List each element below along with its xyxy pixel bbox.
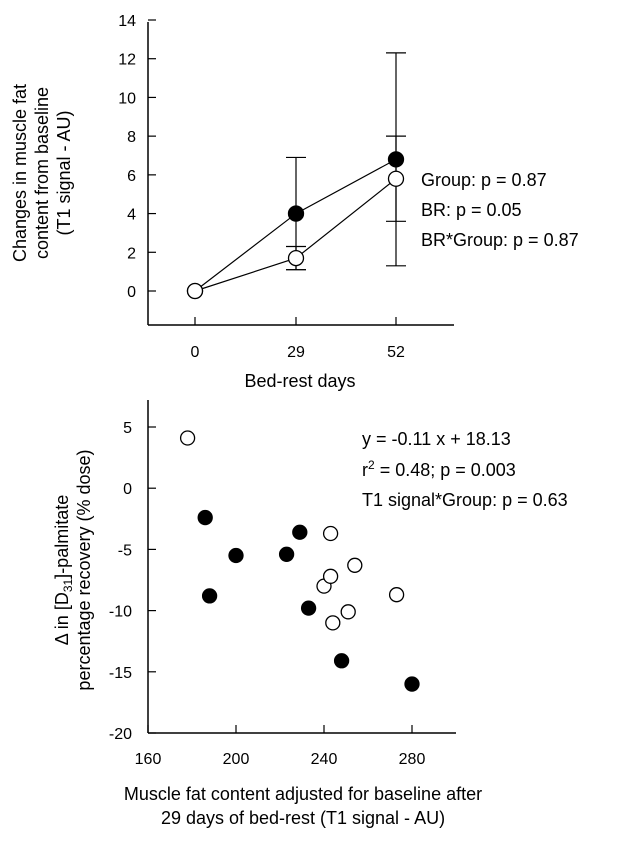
x-axis-label: Bed-rest days (244, 371, 355, 391)
y-tick-label: 0 (127, 284, 136, 301)
y-axis-label: Δ in [D31]-palmitate percentage recovery… (52, 449, 94, 690)
x-tick-label: 280 (399, 751, 426, 768)
x-tick-label: 160 (135, 751, 162, 768)
point-open (322, 525, 339, 542)
x-tick-label: 200 (223, 751, 250, 768)
point-open (179, 430, 196, 446)
y-axis-label-line-1: Δ in [D31]-palmitate (52, 495, 75, 645)
error-bars (286, 52, 406, 271)
y-axis-label-line-2: percentage recovery (% dose) (74, 449, 94, 690)
y-tick-label: -5 (118, 542, 132, 559)
annotation-equation: y = -0.11 x + 18.13 (362, 429, 511, 449)
annotation-interaction: T1 signal*Group: p = 0.63 (362, 490, 568, 510)
y-tick-label: 5 (123, 420, 132, 437)
point-filled (404, 676, 420, 692)
y-tick-label: -10 (109, 604, 132, 621)
annotation-interaction-p: BR*Group: p = 0.87 (421, 230, 579, 250)
x-axis-label-line-1: Muscle fat content adjusted for baseline… (124, 784, 482, 804)
series-markers (186, 151, 405, 300)
scatter-chart: -20 -15 -10 -5 0 5 160 200 240 280 Muscle fat co… (52, 400, 568, 828)
annotation-r2: r2 = 0.48; p = 0.003 (362, 458, 516, 480)
y-axis-label-line-3: (T1 signal - AU) (54, 110, 74, 235)
scatter-points (179, 430, 420, 692)
line-chart: 0 2 4 6 8 10 12 14 0 29 52 Bed-rest days Changes … (10, 13, 579, 391)
y-tick-label: 14 (118, 13, 136, 30)
y-ticks: -20 -15 -10 -5 0 5 (109, 420, 156, 743)
x-ticks: 0 29 52 (191, 317, 405, 361)
x-tick-label: 240 (311, 751, 338, 768)
y-tick-label: -20 (109, 726, 132, 743)
y-tick-label: 0 (123, 481, 132, 498)
point-open (287, 249, 305, 267)
annotation-br-p: BR: p = 0.05 (421, 200, 522, 220)
y-tick-label: 12 (118, 52, 136, 69)
point-filled (292, 524, 308, 540)
point-filled (197, 509, 213, 526)
x-tick-label: 0 (191, 344, 200, 361)
point-filled (333, 653, 350, 669)
point-filled (387, 151, 405, 168)
point-open (388, 587, 405, 603)
point-open (322, 568, 339, 584)
y-axis-label-line-1: Changes in muscle fat (10, 84, 30, 262)
annotation-group-p: Group: p = 0.87 (421, 170, 547, 190)
point-filled (278, 546, 295, 562)
y-ticks: 0 2 4 6 8 10 12 14 (118, 13, 156, 301)
x-axis-label-line-2: 29 days of bed-rest (T1 signal - AU) (161, 808, 445, 828)
y-tick-label: -15 (109, 665, 132, 682)
y-tick-label: 2 (127, 245, 136, 262)
y-tick-label: 10 (118, 90, 136, 107)
point-open (387, 170, 405, 187)
point-filled (201, 588, 218, 604)
point-filled (287, 205, 305, 222)
point-open (347, 557, 363, 573)
y-axis-label: Changes in muscle fat content from basel… (10, 84, 74, 262)
point-open (325, 615, 341, 631)
point-open (186, 282, 204, 300)
y-tick-label: 8 (127, 129, 136, 146)
point-filled (300, 600, 317, 616)
x-tick-label: 29 (287, 344, 305, 361)
y-tick-label: 6 (127, 168, 136, 185)
y-tick-label: 4 (127, 207, 136, 224)
x-ticks: 160 200 240 280 (135, 725, 426, 768)
point-open (340, 604, 356, 620)
point-filled (228, 547, 244, 564)
x-tick-label: 52 (387, 344, 405, 361)
y-axis-label-line-2: content from baseline (32, 87, 52, 259)
